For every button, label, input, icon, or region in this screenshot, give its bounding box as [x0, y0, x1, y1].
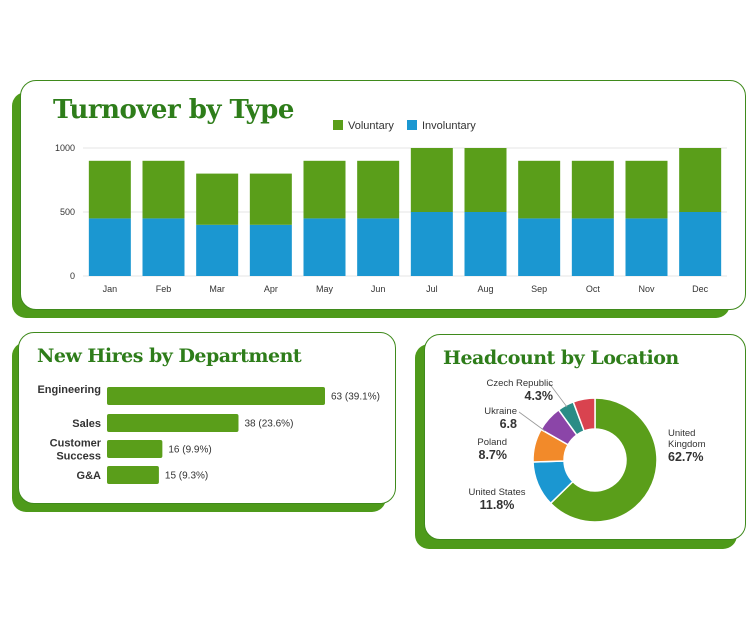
- bar-voluntary: [625, 160, 668, 219]
- hires-chart: 63 (39.1%) Engineering 38 (23.6%) Sales 16 (…: [37, 384, 380, 484]
- bar-voluntary: [196, 173, 239, 225]
- location-name: United States: [468, 487, 525, 498]
- y-tick-label: 1000: [55, 143, 75, 153]
- x-tick-label: Apr: [264, 284, 278, 294]
- bar-involuntary: [410, 212, 453, 276]
- hire-bar: [107, 387, 325, 405]
- department-label: Customer: [50, 438, 102, 450]
- hire-bar-value: 15 (9.3%): [165, 471, 208, 482]
- bar-involuntary: [518, 218, 561, 276]
- bar-involuntary: [571, 218, 614, 276]
- leader-line: [518, 411, 546, 432]
- y-tick-label: 500: [60, 207, 75, 217]
- department-label: Engineering: [37, 384, 101, 396]
- bar-voluntary: [679, 148, 722, 212]
- x-tick-label: Feb: [156, 284, 172, 294]
- bar-involuntary: [679, 212, 722, 276]
- location-name: Czech Republic: [486, 378, 553, 389]
- bar-voluntary: [249, 173, 292, 225]
- bar-voluntary: [142, 160, 185, 219]
- donut-slice: [572, 397, 596, 432]
- location-name: United: [668, 428, 695, 439]
- location-title: Headcount by Location: [443, 347, 679, 369]
- x-tick-label: Sep: [531, 284, 547, 294]
- hire-bar: [107, 466, 159, 484]
- x-tick-label: Mar: [209, 284, 225, 294]
- hire-bar: [107, 414, 239, 432]
- department-label: Success: [56, 451, 101, 463]
- x-tick-label: Oct: [586, 284, 601, 294]
- department-label: Sales: [72, 418, 101, 430]
- location-card: Headcount by Location United Kingdom 62.7%…: [424, 334, 746, 540]
- location-name: Ukraine: [484, 406, 517, 417]
- y-tick-label: 0: [70, 271, 75, 281]
- bar-involuntary: [303, 218, 346, 276]
- turnover-title: Turnover by Type: [53, 95, 294, 125]
- hire-bar-value: 38 (23.6%): [244, 419, 293, 430]
- bar-voluntary: [571, 160, 614, 219]
- location-pct: 8.7%: [479, 448, 508, 462]
- bar-involuntary: [88, 218, 131, 276]
- hires-card: New Hires by Department 63 (39.1%) Engine…: [18, 332, 396, 504]
- bar-voluntary: [357, 160, 400, 219]
- hire-bar-value: 63 (39.1%): [331, 392, 380, 403]
- department-label: G&A: [77, 470, 102, 482]
- leader-line: [548, 382, 568, 408]
- x-tick-label: Aug: [477, 284, 493, 294]
- legend-label-voluntary: Voluntary: [348, 120, 394, 132]
- bar-involuntary: [196, 224, 239, 276]
- x-tick-label: Jul: [426, 284, 438, 294]
- x-tick-label: Jan: [103, 284, 118, 294]
- bar-voluntary: [88, 160, 131, 219]
- legend-swatch-involuntary: [407, 120, 417, 130]
- location-pct: 62.7%: [668, 450, 703, 464]
- x-tick-label: Jun: [371, 284, 386, 294]
- x-tick-label: May: [316, 284, 334, 294]
- hires-title: New Hires by Department: [37, 345, 302, 367]
- bar-involuntary: [625, 218, 668, 276]
- location-name: Poland: [477, 437, 507, 448]
- hire-bar: [107, 440, 163, 458]
- legend-label-involuntary: Involuntary: [422, 120, 476, 132]
- location-pct: 11.8%: [480, 498, 515, 512]
- location-pct: 6.8: [500, 417, 517, 431]
- bar-involuntary: [464, 212, 507, 276]
- turnover-chart: 0 500 1000 Voluntary Involuntary Jan Feb Mar Apr…: [55, 120, 727, 294]
- bar-involuntary: [142, 218, 185, 276]
- bar-voluntary: [410, 148, 453, 212]
- location-pct: 4.3%: [525, 389, 554, 403]
- location-name: Kingdom: [668, 439, 706, 450]
- turnover-card: Turnover by Type 0 500 1000 Voluntary Involu…: [20, 80, 746, 310]
- bar-voluntary: [464, 148, 507, 212]
- legend-swatch-voluntary: [333, 120, 343, 130]
- x-tick-label: Nov: [638, 284, 655, 294]
- hire-bar-value: 16 (9.9%): [168, 445, 211, 456]
- bar-voluntary: [518, 160, 561, 219]
- donut-slice: [549, 397, 658, 523]
- x-tick-label: Dec: [692, 284, 709, 294]
- bar-voluntary: [303, 160, 346, 219]
- bar-involuntary: [249, 224, 292, 276]
- bar-involuntary: [357, 218, 400, 276]
